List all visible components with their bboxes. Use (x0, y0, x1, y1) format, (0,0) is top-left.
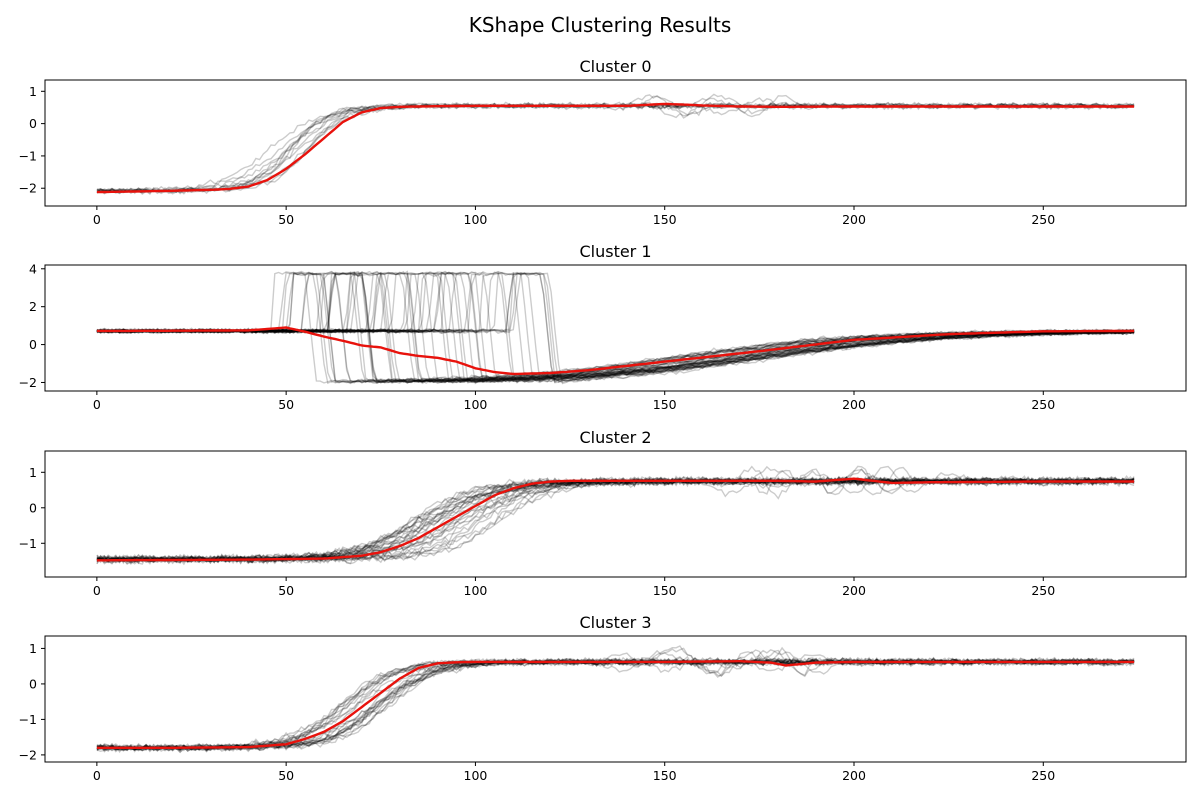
centroid-line (96, 326, 1135, 376)
x-tick-label: 100 (464, 397, 488, 412)
x-tick-label: 200 (842, 397, 866, 412)
series-group (96, 465, 1135, 566)
member-series-line (96, 468, 1135, 564)
x-tick-label: 100 (464, 212, 488, 227)
subplot-title: Cluster 1 (579, 242, 651, 261)
centroid-line (96, 102, 1135, 194)
subplot-title: Cluster 2 (579, 428, 651, 447)
member-series-line (96, 271, 1135, 383)
y-tick-label: 0 (29, 337, 37, 352)
subplot-cluster-1: Cluster 1 0 50 100 150 200 250 −2 0 2 4 (19, 242, 1187, 412)
y-tick-label: 0 (29, 116, 37, 131)
member-series-line (96, 271, 1135, 384)
member-series-line (96, 270, 1135, 384)
axes-frame (44, 450, 1187, 578)
member-series-line (96, 657, 1135, 753)
member-series-line (96, 271, 1135, 384)
x-tick-label: 0 (93, 212, 101, 227)
member-series-line (96, 101, 1135, 193)
member-series-line (96, 271, 1135, 384)
series-group (96, 645, 1135, 754)
member-series-line (96, 270, 1135, 384)
x-tick-label: 0 (93, 768, 101, 783)
x-tick-label: 50 (278, 397, 294, 412)
subplot-cluster-2: Cluster 2 0 50 100 150 200 250 −1 0 1 (19, 428, 1187, 598)
subplot-title: Cluster 0 (579, 57, 651, 76)
y-tick-label: −2 (19, 747, 37, 762)
subplot-title: Cluster 3 (579, 613, 651, 632)
x-tick-label: 200 (842, 212, 866, 227)
member-series-line (96, 97, 1135, 195)
member-series-line (96, 270, 1135, 384)
axes-frame (44, 635, 1187, 763)
member-series-line (96, 270, 1135, 383)
x-tick-label: 250 (1031, 768, 1055, 783)
x-tick-label: 200 (842, 768, 866, 783)
x-tick-label: 150 (653, 768, 677, 783)
x-tick-label: 250 (1031, 583, 1055, 598)
x-tick-label: 150 (653, 583, 677, 598)
figure-title: KShape Clustering Results (469, 13, 732, 37)
member-series-line (96, 270, 1135, 384)
y-tick-label: 0 (29, 676, 37, 691)
member-series-line (96, 270, 1135, 384)
x-tick-label: 50 (278, 583, 294, 598)
member-series-line (96, 271, 1135, 385)
x-tick-label: 50 (278, 212, 294, 227)
member-series-line (96, 270, 1135, 385)
x-tick-label: 250 (1031, 397, 1055, 412)
x-tick-label: 100 (464, 583, 488, 598)
y-tick-label: −1 (19, 712, 37, 727)
x-tick-label: 150 (653, 397, 677, 412)
centroid-line (96, 660, 1135, 749)
x-tick-label: 0 (93, 583, 101, 598)
series-group (96, 270, 1135, 385)
member-series-line (96, 651, 1135, 752)
member-series-line (96, 272, 1135, 384)
y-tick-label: 2 (29, 299, 37, 314)
x-tick-label: 250 (1031, 212, 1055, 227)
subplot-cluster-3: Cluster 3 0 50 100 150 200 250 −2 −1 0 1 (19, 613, 1187, 783)
y-tick-label: −2 (19, 375, 37, 390)
y-tick-label: −2 (19, 181, 37, 196)
member-series-line (96, 271, 1135, 384)
member-series-line (96, 657, 1135, 752)
member-series-line (96, 271, 1135, 384)
y-tick-label: 1 (29, 465, 37, 480)
member-series-line (96, 472, 1135, 564)
y-tick-label: 1 (29, 641, 37, 656)
series-group (96, 93, 1135, 196)
member-series-line (96, 271, 1135, 384)
y-tick-label: 4 (29, 261, 37, 276)
member-series-line (96, 656, 1135, 754)
x-tick-label: 50 (278, 768, 294, 783)
member-series-line (96, 271, 1135, 384)
member-series-line (96, 272, 1135, 384)
y-tick-label: −1 (19, 536, 37, 551)
x-tick-label: 100 (464, 768, 488, 783)
x-tick-label: 150 (653, 212, 677, 227)
x-tick-label: 0 (93, 397, 101, 412)
y-tick-label: 1 (29, 84, 37, 99)
axes-frame (44, 79, 1187, 207)
member-series-line (96, 270, 1135, 384)
member-series-line (96, 475, 1135, 564)
subplot-cluster-0: Cluster 0 0 50 100 150 200 250 −2 −1 0 1 (19, 57, 1187, 227)
y-tick-label: 0 (29, 500, 37, 515)
member-series-line (96, 272, 1135, 385)
y-tick-label: −1 (19, 148, 37, 163)
x-tick-label: 200 (842, 583, 866, 598)
centroid-line (96, 477, 1135, 562)
axes-frame (44, 264, 1187, 392)
member-series-line (96, 475, 1135, 564)
